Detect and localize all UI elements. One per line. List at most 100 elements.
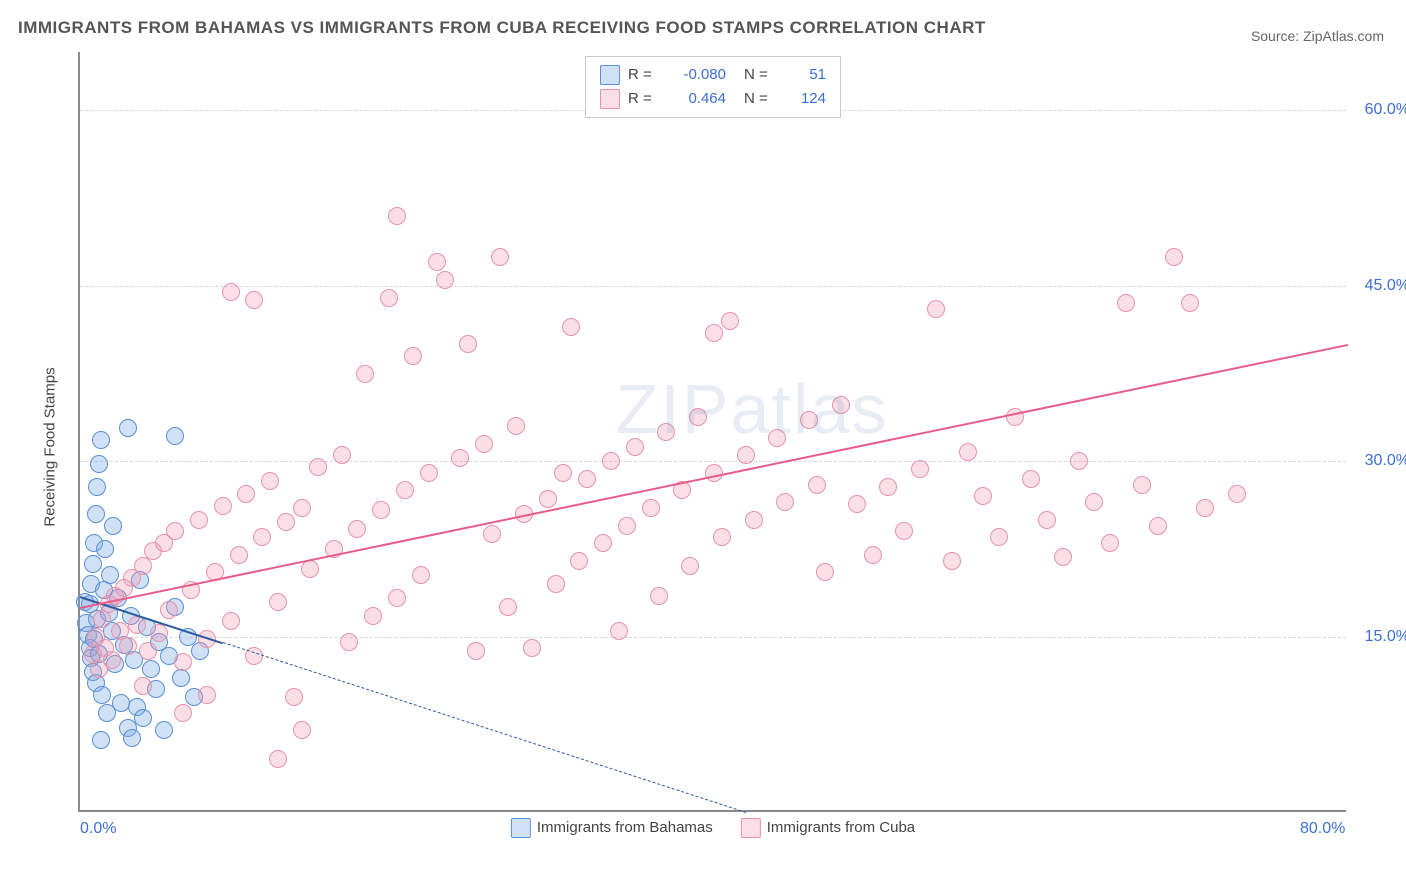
cuba-point xyxy=(269,750,287,768)
bahamas-point xyxy=(88,478,106,496)
cuba-point xyxy=(848,495,866,513)
y-tick-label: 45.0% xyxy=(1354,277,1406,295)
cuba-point xyxy=(190,511,208,529)
bahamas-point xyxy=(90,455,108,473)
cuba-point xyxy=(420,464,438,482)
cuba-point xyxy=(618,517,636,535)
cuba-point xyxy=(539,490,557,508)
cuba-point xyxy=(594,534,612,552)
legend-swatch xyxy=(741,818,761,838)
cuba-point xyxy=(911,460,929,478)
r-label: R = xyxy=(628,63,662,87)
source-prefix: Source: xyxy=(1251,28,1303,44)
bahamas-point xyxy=(155,721,173,739)
n-value: 124 xyxy=(786,87,826,111)
cuba-point xyxy=(705,324,723,342)
cuba-point xyxy=(943,552,961,570)
legend-item-bahamas: Immigrants from Bahamas xyxy=(511,818,713,838)
cuba-point xyxy=(642,499,660,517)
legend-swatch xyxy=(600,89,620,109)
cuba-point xyxy=(1054,548,1072,566)
gridline xyxy=(80,461,1346,462)
cuba-point xyxy=(166,522,184,540)
x-tick-label: 0.0% xyxy=(80,820,116,838)
cuba-point xyxy=(245,291,263,309)
cuba-point xyxy=(864,546,882,564)
cuba-point xyxy=(364,607,382,625)
cuba-point xyxy=(253,528,271,546)
legend-row-cuba: R =0.464N =124 xyxy=(600,87,826,111)
cuba-point xyxy=(657,423,675,441)
cuba-point xyxy=(1181,294,1199,312)
r-value: 0.464 xyxy=(670,87,726,111)
bahamas-point xyxy=(92,731,110,749)
cuba-point xyxy=(119,637,137,655)
cuba-point xyxy=(451,449,469,467)
cuba-point xyxy=(705,464,723,482)
cuba-point xyxy=(134,557,152,575)
cuba-point xyxy=(139,642,157,660)
cuba-point xyxy=(214,497,232,515)
y-tick-label: 60.0% xyxy=(1354,101,1406,119)
cuba-point xyxy=(650,587,668,605)
cuba-point xyxy=(293,721,311,739)
legend-label: Immigrants from Bahamas xyxy=(537,819,713,836)
cuba-point xyxy=(483,525,501,543)
cuba-point xyxy=(261,472,279,490)
cuba-point xyxy=(333,446,351,464)
cuba-point xyxy=(507,417,525,435)
bahamas-point xyxy=(166,427,184,445)
correlation-legend: R =-0.080N =51R =0.464N =124 xyxy=(585,56,841,118)
cuba-point xyxy=(610,622,628,640)
cuba-point xyxy=(230,546,248,564)
cuba-point xyxy=(990,528,1008,546)
cuba-point xyxy=(737,446,755,464)
cuba-point xyxy=(356,365,374,383)
cuba-point xyxy=(721,312,739,330)
source-link[interactable]: ZipAtlas.com xyxy=(1303,28,1384,44)
cuba-point xyxy=(412,566,430,584)
y-tick-label: 15.0% xyxy=(1354,628,1406,646)
cuba-point xyxy=(491,248,509,266)
bahamas-point xyxy=(134,709,152,727)
cuba-point xyxy=(1165,248,1183,266)
cuba-point xyxy=(475,435,493,453)
cuba-point xyxy=(380,289,398,307)
cuba-point xyxy=(388,207,406,225)
cuba-point xyxy=(1038,511,1056,529)
cuba-point xyxy=(309,458,327,476)
cuba-point xyxy=(681,557,699,575)
source-credit: Source: ZipAtlas.com xyxy=(1251,28,1384,44)
cuba-point xyxy=(222,612,240,630)
cuba-point xyxy=(1101,534,1119,552)
cuba-point xyxy=(832,396,850,414)
n-label: N = xyxy=(744,63,778,87)
cuba-point xyxy=(428,253,446,271)
cuba-point xyxy=(626,438,644,456)
cuba-point xyxy=(396,481,414,499)
cuba-point xyxy=(150,624,168,642)
cuba-point xyxy=(879,478,897,496)
bahamas-point xyxy=(123,729,141,747)
cuba-point xyxy=(1149,517,1167,535)
n-label: N = xyxy=(744,87,778,111)
cuba-point xyxy=(776,493,794,511)
cuba-point xyxy=(198,686,216,704)
cuba-point xyxy=(1117,294,1135,312)
cuba-point xyxy=(436,271,454,289)
cuba-point xyxy=(160,601,178,619)
legend-label: Immigrants from Cuba xyxy=(767,819,915,836)
legend-swatch xyxy=(511,818,531,838)
cuba-point xyxy=(1228,485,1246,503)
cuba-point xyxy=(895,522,913,540)
r-value: -0.080 xyxy=(670,63,726,87)
series-legend: Immigrants from Bahamas Immigrants from C… xyxy=(511,818,915,838)
cuba-point xyxy=(348,520,366,538)
cuba-point xyxy=(523,639,541,657)
cuba-point xyxy=(237,485,255,503)
bahamas-point xyxy=(142,660,160,678)
cuba-point xyxy=(713,528,731,546)
bahamas-point xyxy=(119,419,137,437)
bahamas-point xyxy=(93,686,111,704)
chart-title: IMMIGRANTS FROM BAHAMAS VS IMMIGRANTS FR… xyxy=(18,18,986,38)
